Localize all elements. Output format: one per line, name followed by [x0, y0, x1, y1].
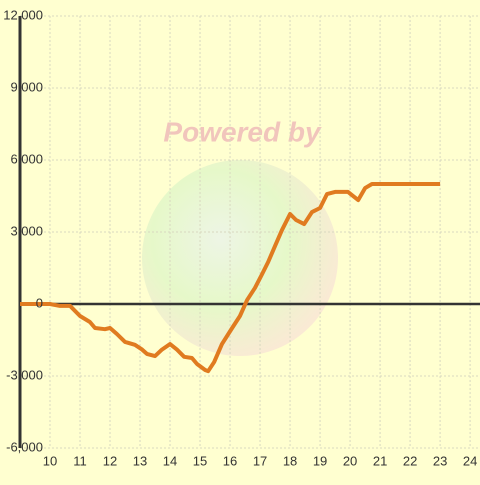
data-line [20, 182, 441, 374]
watermark-text: Powered by [163, 116, 322, 147]
x-tick-label: 10 [43, 453, 57, 468]
x-tick-label: 13 [133, 453, 147, 468]
x-tick-label: 19 [313, 453, 327, 468]
x-tick-label: 17 [253, 453, 267, 468]
x-tick-label: 24 [463, 453, 477, 468]
x-tick-label: 23 [433, 453, 447, 468]
x-tick-label: 16 [223, 453, 237, 468]
y-tick-label: 9,000 [10, 79, 43, 94]
y-tick-label: -6,000 [6, 439, 43, 454]
x-tick-label: 15 [193, 453, 207, 468]
x-tick-label: 11 [73, 453, 87, 468]
x-tick-label: 21 [373, 453, 387, 468]
x-tick-label: 12 [103, 453, 117, 468]
x-tick-label: 22 [403, 453, 417, 468]
x-tick-label: 20 [343, 453, 357, 468]
y-tick-label: 0 [36, 295, 43, 310]
x-tick-label: 14 [163, 453, 177, 468]
y-tick-label: 12,000 [3, 7, 43, 22]
y-tick-label: 6,000 [10, 151, 43, 166]
y-tick-label: -3,000 [6, 367, 43, 382]
watermark-logo [142, 160, 338, 356]
y-tick-label: 3,000 [10, 223, 43, 238]
x-tick-label: 18 [283, 453, 297, 468]
